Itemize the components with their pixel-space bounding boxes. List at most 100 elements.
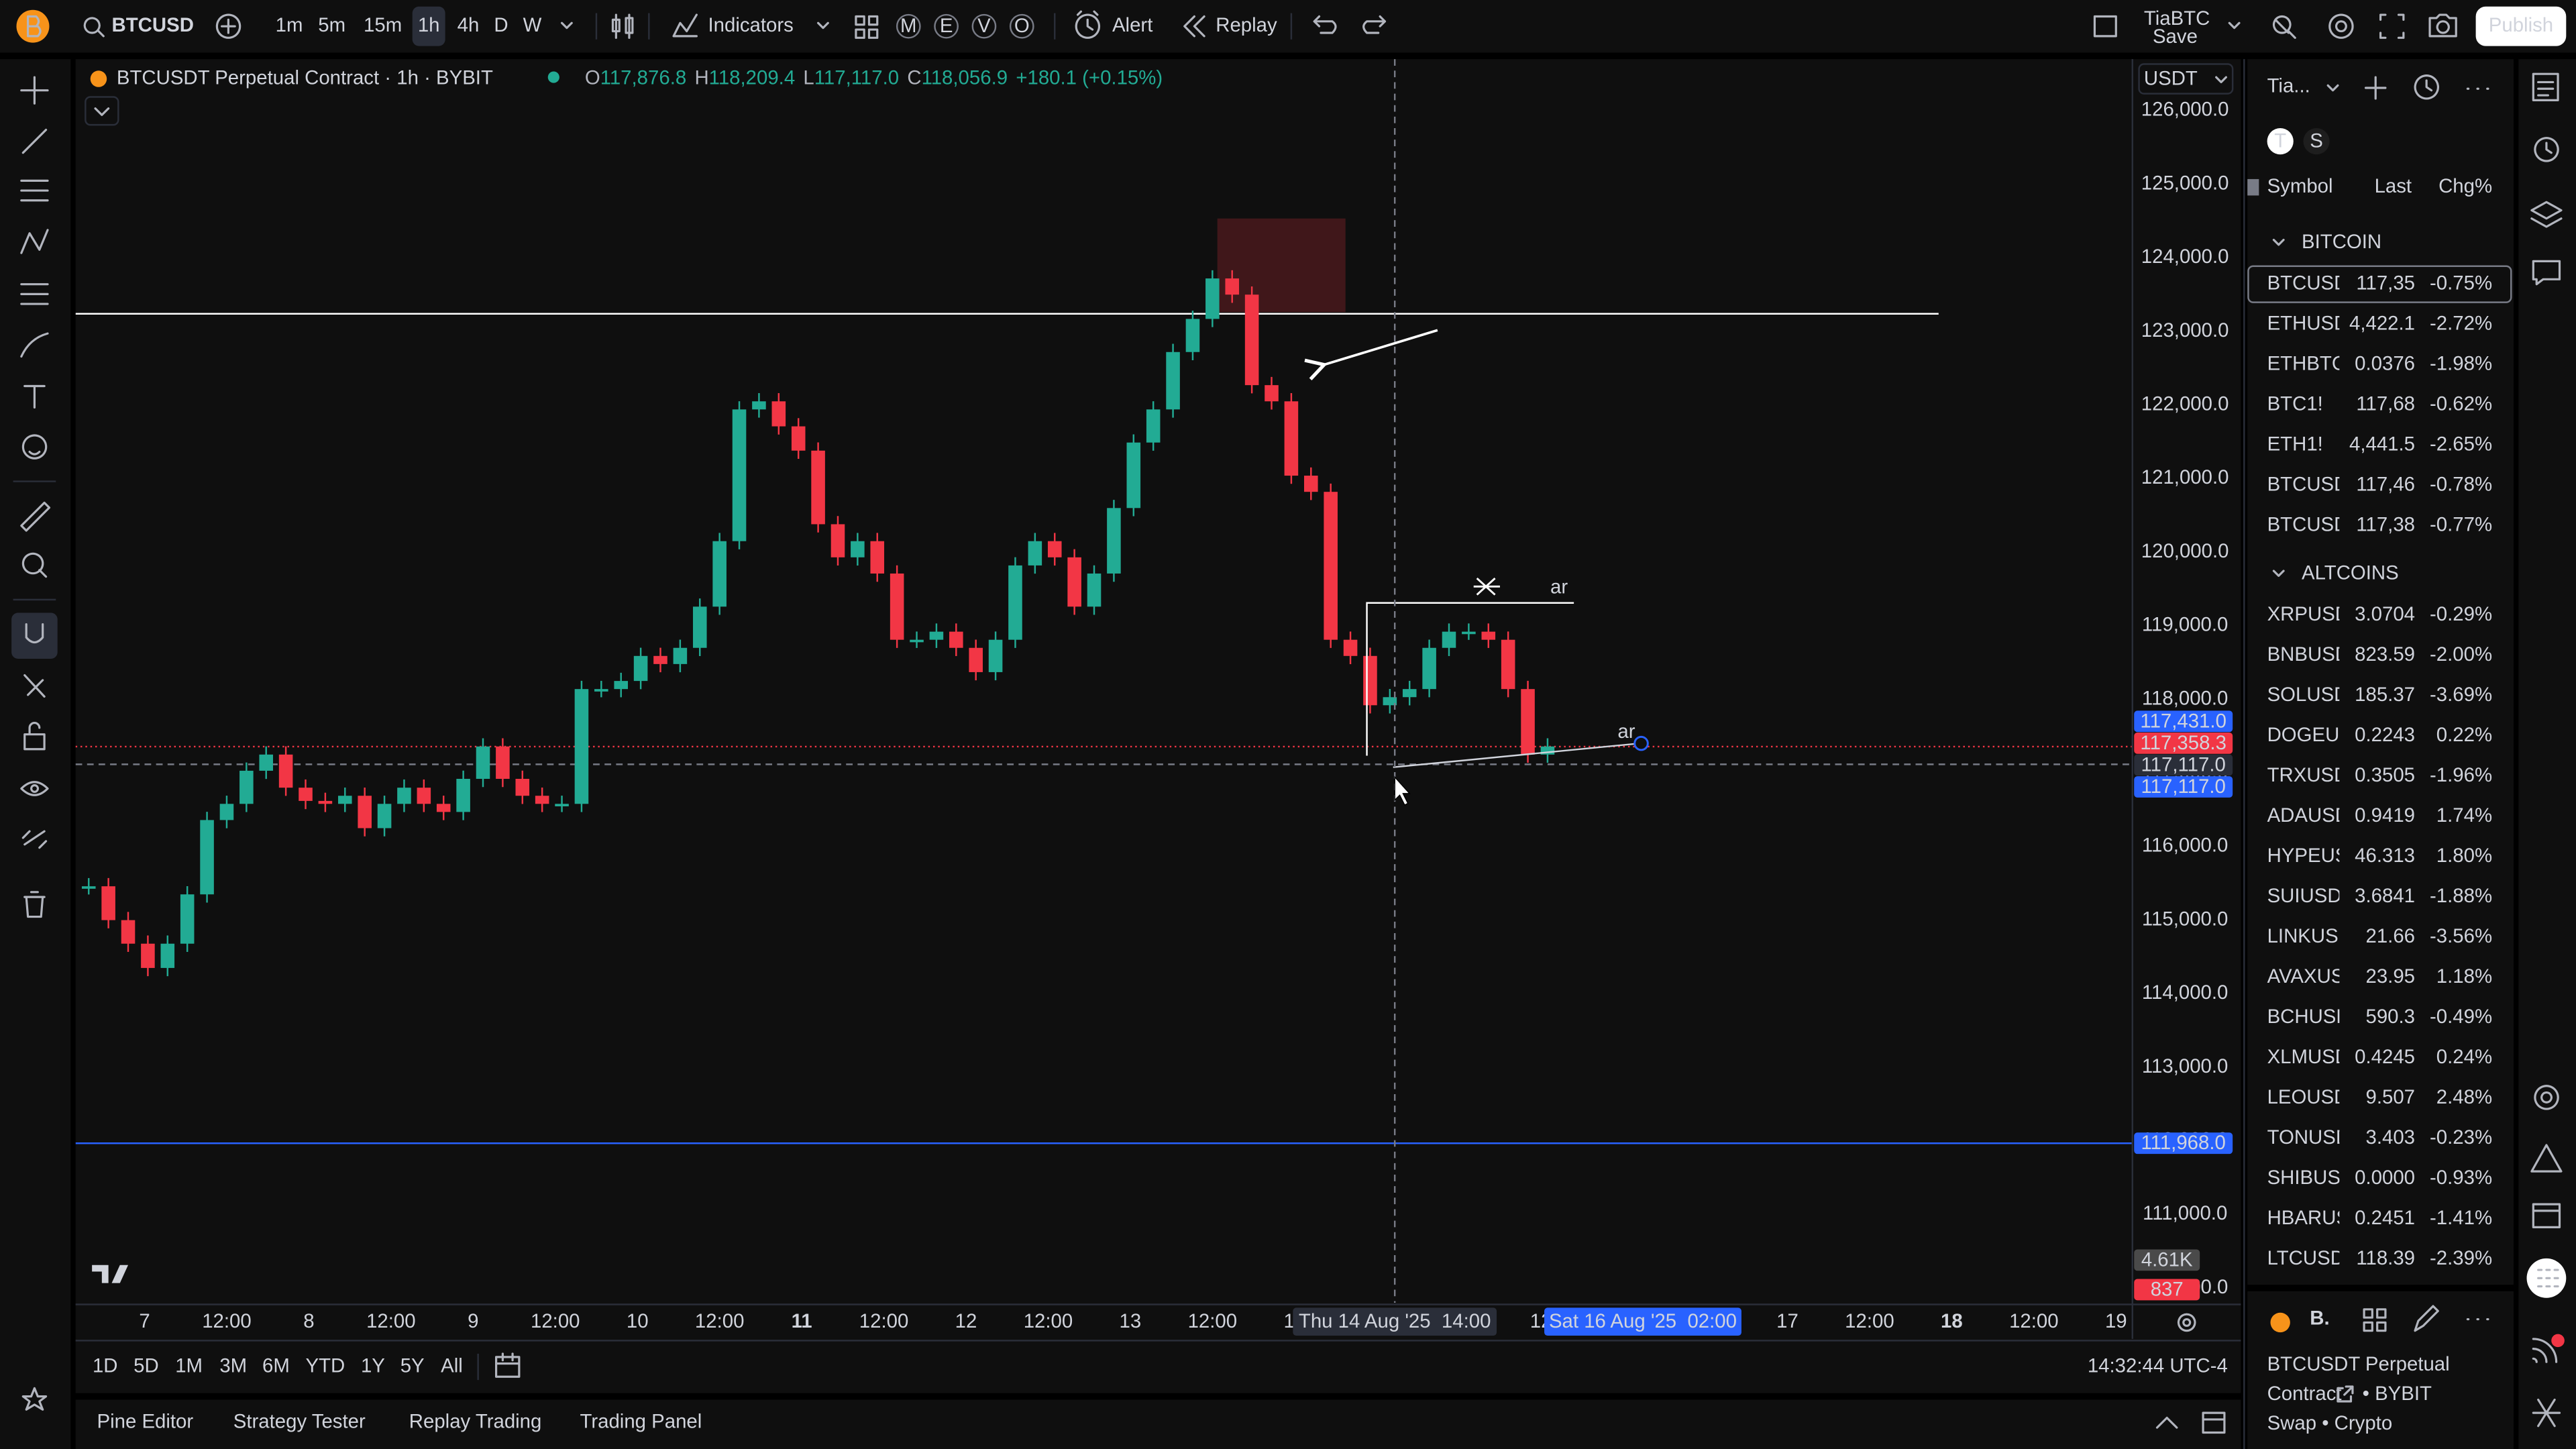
interval-button[interactable]: 15m (364, 14, 402, 36)
settings[interactable] (2328, 13, 2354, 39)
maximize-panel[interactable] (2202, 1411, 2226, 1434)
row-change[interactable]: 1.18% (2436, 965, 2492, 987)
row-last[interactable]: 4,422.1 (2349, 312, 2415, 334)
row-change[interactable]: 2.48% (2436, 1086, 2492, 1108)
range-button[interactable]: 6M (262, 1354, 290, 1377)
interval-dropdown[interactable] (560, 21, 573, 30)
publish-button[interactable]: Publish (2489, 14, 2553, 36)
tag-label[interactable]: T (2274, 130, 2286, 152)
watchlist-dropdown[interactable] (2326, 84, 2339, 92)
row-symbol[interactable]: ADAUSD (2267, 804, 2349, 826)
row-symbol[interactable]: TONUSD (2267, 1126, 2351, 1148)
layout-tab-circle[interactable] (896, 13, 921, 39)
details-edit[interactable] (2414, 1305, 2439, 1332)
row-last[interactable]: 9.507 (2365, 1086, 2415, 1108)
row-symbol[interactable]: AVAXUSD (2267, 965, 2359, 987)
row-change[interactable]: -0.78% (2430, 473, 2492, 495)
row-last[interactable]: 185.37 (2355, 684, 2415, 706)
indicators-button[interactable]: Indicators (708, 14, 794, 36)
trend-line-tool[interactable] (21, 128, 48, 154)
go-to-date[interactable] (495, 1352, 521, 1378)
redo[interactable] (1362, 15, 1387, 34)
row-last[interactable]: 3.6841 (2355, 885, 2415, 907)
range-button[interactable]: All (441, 1354, 463, 1377)
layout-tab-circle[interactable] (934, 13, 959, 39)
bottom-tab[interactable]: Replay Trading (409, 1411, 542, 1433)
row-change[interactable]: -0.49% (2430, 1006, 2492, 1028)
bottom-tab[interactable]: Strategy Tester (233, 1411, 366, 1433)
section-title[interactable]: BITCOIN (2302, 231, 2381, 253)
row-symbol[interactable]: BTCUSD (2267, 513, 2349, 535)
row-last[interactable]: 0.0000 (2355, 1167, 2415, 1189)
details-layout[interactable] (2363, 1308, 2387, 1332)
row-change[interactable]: 1.80% (2436, 845, 2492, 867)
add-symbol[interactable] (215, 13, 241, 39)
pattern-tool[interactable] (20, 229, 49, 254)
row-symbol[interactable]: LTCUSD (2267, 1247, 2345, 1269)
row-symbol[interactable]: ETHBTC (2267, 352, 2347, 374)
row-change[interactable]: -3.56% (2430, 925, 2492, 947)
row-symbol[interactable]: BNBUSD (2267, 643, 2349, 665)
account-dropdown[interactable] (2228, 21, 2241, 30)
fib-tool[interactable] (20, 179, 49, 202)
tag-chip[interactable] (2303, 128, 2330, 155)
zoom-tool[interactable] (21, 552, 48, 578)
row-last[interactable]: 590.3 (2365, 1006, 2415, 1028)
row-change[interactable]: -2.00% (2430, 643, 2492, 665)
visibility-tool[interactable] (20, 781, 49, 796)
replay-icon[interactable] (1183, 15, 1205, 38)
row-change[interactable]: -1.41% (2430, 1207, 2492, 1229)
row-symbol[interactable]: HBARUSD (2267, 1207, 2364, 1229)
row-change[interactable]: 1.74% (2436, 804, 2492, 826)
interval-button[interactable]: W (523, 14, 542, 36)
indicators-icon[interactable] (672, 13, 698, 38)
currency-dropdown[interactable] (2215, 76, 2227, 84)
snapshot[interactable] (2428, 13, 2457, 38)
row-last[interactable]: 3.0704 (2355, 603, 2415, 625)
row-last[interactable]: 117,68 (2356, 392, 2415, 415)
layout-tab-circle[interactable] (1009, 13, 1034, 39)
range-button[interactable]: YTD (306, 1354, 345, 1377)
row-last[interactable]: 117,38 (2356, 513, 2415, 535)
range-button[interactable]: 3M (219, 1354, 247, 1377)
row-last[interactable]: 23.95 (2365, 965, 2415, 987)
row-change[interactable]: -0.75% (2430, 272, 2492, 294)
chat-icon[interactable] (2532, 260, 2561, 286)
row-change[interactable]: 0.24% (2436, 1046, 2492, 1068)
apps-icon[interactable] (2537, 1269, 2559, 1288)
lock-drawing-tool[interactable] (23, 674, 46, 698)
axis-settings[interactable] (2177, 1313, 2196, 1332)
advanced-view[interactable] (2414, 74, 2439, 100)
row-last[interactable]: 0.9419 (2355, 804, 2415, 826)
layout-tab[interactable]: V (977, 15, 991, 37)
undo[interactable] (1313, 15, 1337, 34)
legend-toggle-icon[interactable] (94, 107, 110, 117)
collapse-panel[interactable] (2155, 1416, 2178, 1429)
layout-tab[interactable]: O (1014, 15, 1030, 37)
calendar-icon[interactable] (2530, 1144, 2563, 1173)
row-change[interactable]: 0.22% (2436, 724, 2492, 746)
row-change[interactable]: -0.93% (2430, 1167, 2492, 1189)
details-name[interactable]: B. (2310, 1307, 2329, 1329)
indicators-dropdown[interactable] (817, 21, 829, 30)
interval-button[interactable]: D (494, 14, 508, 36)
publish-button-bg[interactable] (2475, 6, 2567, 46)
clock[interactable]: 14:32:44 UTC-4 (2088, 1354, 2228, 1377)
streams-icon[interactable] (2532, 1338, 2558, 1363)
row-last[interactable]: 823.59 (2355, 643, 2415, 665)
quick-search[interactable] (2272, 15, 2296, 39)
row-last[interactable]: 46.313 (2355, 845, 2415, 867)
row-symbol[interactable]: SHIBUSD (2267, 1167, 2355, 1189)
ruler-tool[interactable] (20, 501, 51, 532)
row-last[interactable]: 0.2243 (2355, 724, 2415, 746)
row-last[interactable]: 0.4245 (2355, 1046, 2415, 1068)
tag-label[interactable]: S (2310, 130, 2323, 152)
row-change[interactable]: -0.62% (2430, 392, 2492, 415)
row-symbol[interactable]: ETH1! (2267, 433, 2323, 455)
row-symbol[interactable]: BTCUSD (2267, 473, 2349, 495)
replay-button[interactable]: Replay (1216, 14, 1277, 36)
magnet-tool[interactable] (25, 623, 44, 644)
watchlist-name[interactable]: Tia... (2267, 75, 2310, 97)
currency-select[interactable]: USDT (2144, 68, 2198, 90)
alerts-icon[interactable] (2534, 137, 2559, 162)
